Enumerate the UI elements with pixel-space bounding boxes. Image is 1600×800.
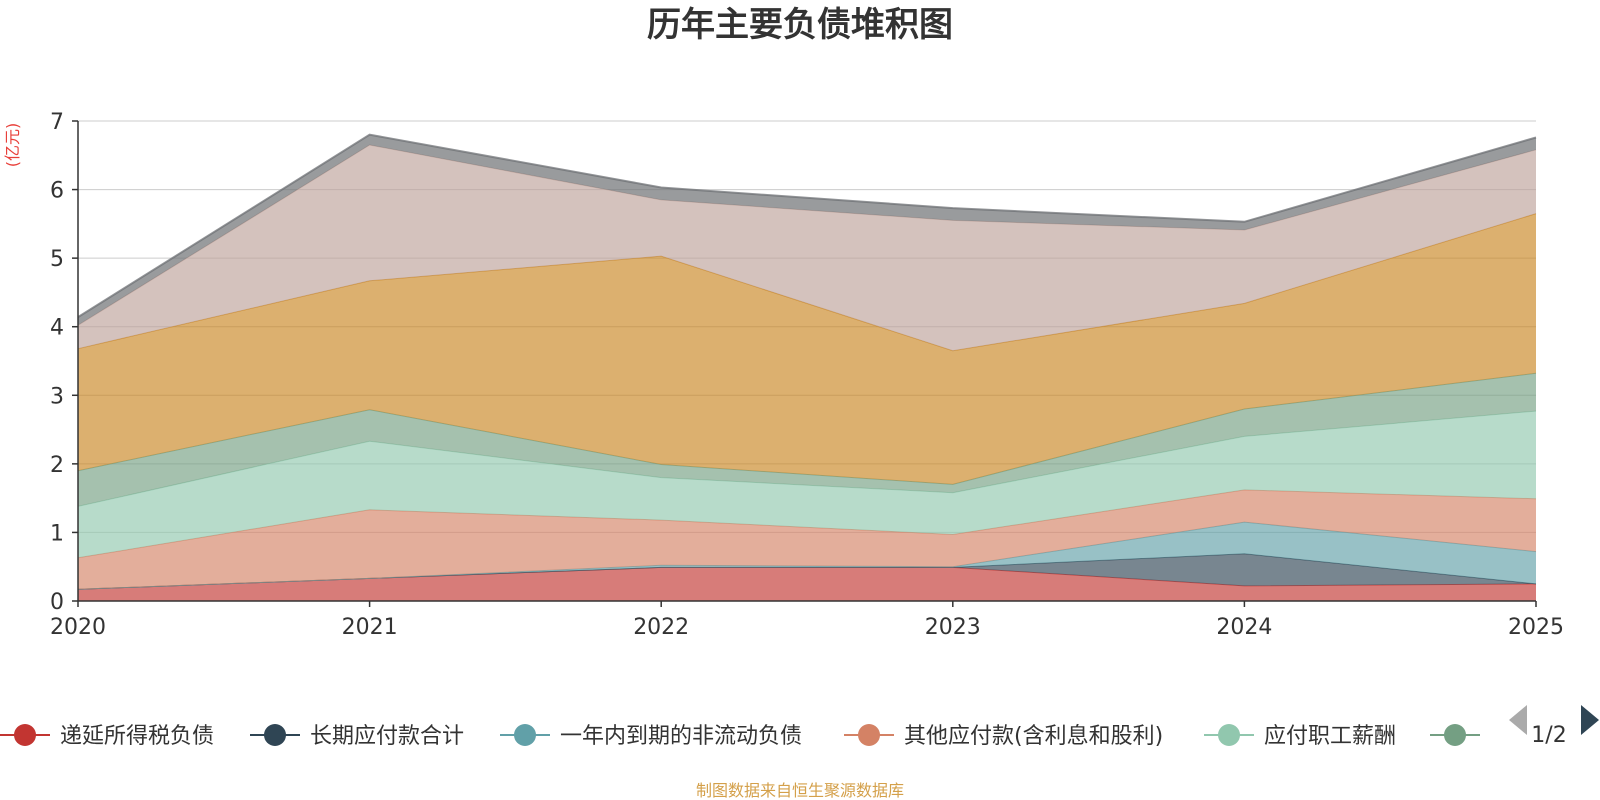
x-tick-label: 2020 (50, 615, 106, 640)
y-tick-label: 6 (50, 179, 64, 204)
legend-dot-icon (858, 724, 880, 746)
legend-pager: 1/2 (1509, 705, 1599, 748)
legend-item[interactable]: 一年内到期的非流动负债 (500, 724, 802, 749)
area-series-8[interactable] (78, 134, 1536, 326)
legend-item[interactable]: 长期应付款合计 (250, 724, 464, 749)
legend: 递延所得税负债 长期应付款合计 一年内到期的非流动负债 其他应付款(含利息和股利) 应付… (0, 724, 1480, 749)
area-series-1[interactable] (78, 553, 1536, 590)
area-series-7[interactable] (78, 145, 1536, 351)
x-tick-label: 2022 (633, 615, 689, 640)
area-layer (77, 133, 1537, 601)
legend-item[interactable] (1430, 724, 1480, 746)
legend-dot-icon (514, 724, 536, 746)
y-axis-unit-label: (亿元) (3, 123, 22, 168)
data-source-footer: 制图数据来自恒生聚源数据库 (696, 781, 904, 800)
area-series-line-8 (77, 133, 1537, 318)
legend-dot-icon (264, 724, 286, 746)
y-tick-label: 3 (50, 384, 64, 409)
chart-title: 历年主要负债堆积图 (647, 5, 953, 45)
y-tick-label: 1 (50, 521, 64, 546)
legend-label: 应付职工薪酬 (1264, 724, 1396, 749)
legend-dot-icon (1444, 724, 1466, 746)
legend-label: 一年内到期的非流动负债 (560, 724, 802, 749)
legend-page-indicator: 1/2 (1531, 723, 1566, 748)
legend-item[interactable]: 递延所得税负债 (0, 724, 214, 749)
area-series-4[interactable] (78, 411, 1536, 558)
legend-dot-icon (1218, 724, 1240, 746)
legend-dot-icon (14, 724, 36, 746)
x-tick-label: 2023 (925, 615, 981, 640)
legend-item[interactable]: 应付职工薪酬 (1204, 724, 1396, 749)
area-series-5[interactable] (78, 373, 1536, 507)
y-tick-label: 4 (50, 316, 64, 341)
legend-next-page-icon[interactable] (1581, 705, 1599, 735)
y-tick-label: 5 (50, 247, 64, 272)
x-tick-label: 2025 (1508, 615, 1564, 640)
legend-item[interactable]: 其他应付款(含利息和股利) (844, 724, 1163, 749)
legend-label: 递延所得税负债 (60, 724, 214, 749)
legend-label: 长期应付款合计 (310, 724, 464, 749)
axis-layer: 0 1 2 3 4 5 6 7 2020 2021 2022 2023 2024 2025 (50, 110, 1564, 640)
y-tick-label: 0 (50, 590, 64, 615)
y-tick-label: 7 (50, 110, 64, 135)
area-series-3[interactable] (78, 489, 1536, 590)
x-tick-label: 2021 (342, 615, 398, 640)
x-tick-label: 2024 (1216, 615, 1272, 640)
legend-label: 其他应付款(含利息和股利) (904, 724, 1163, 749)
area-series-6[interactable] (78, 213, 1536, 485)
y-tick-label: 2 (50, 453, 64, 478)
legend-prev-page-icon[interactable] (1509, 705, 1527, 735)
area-series-2[interactable] (78, 522, 1536, 590)
